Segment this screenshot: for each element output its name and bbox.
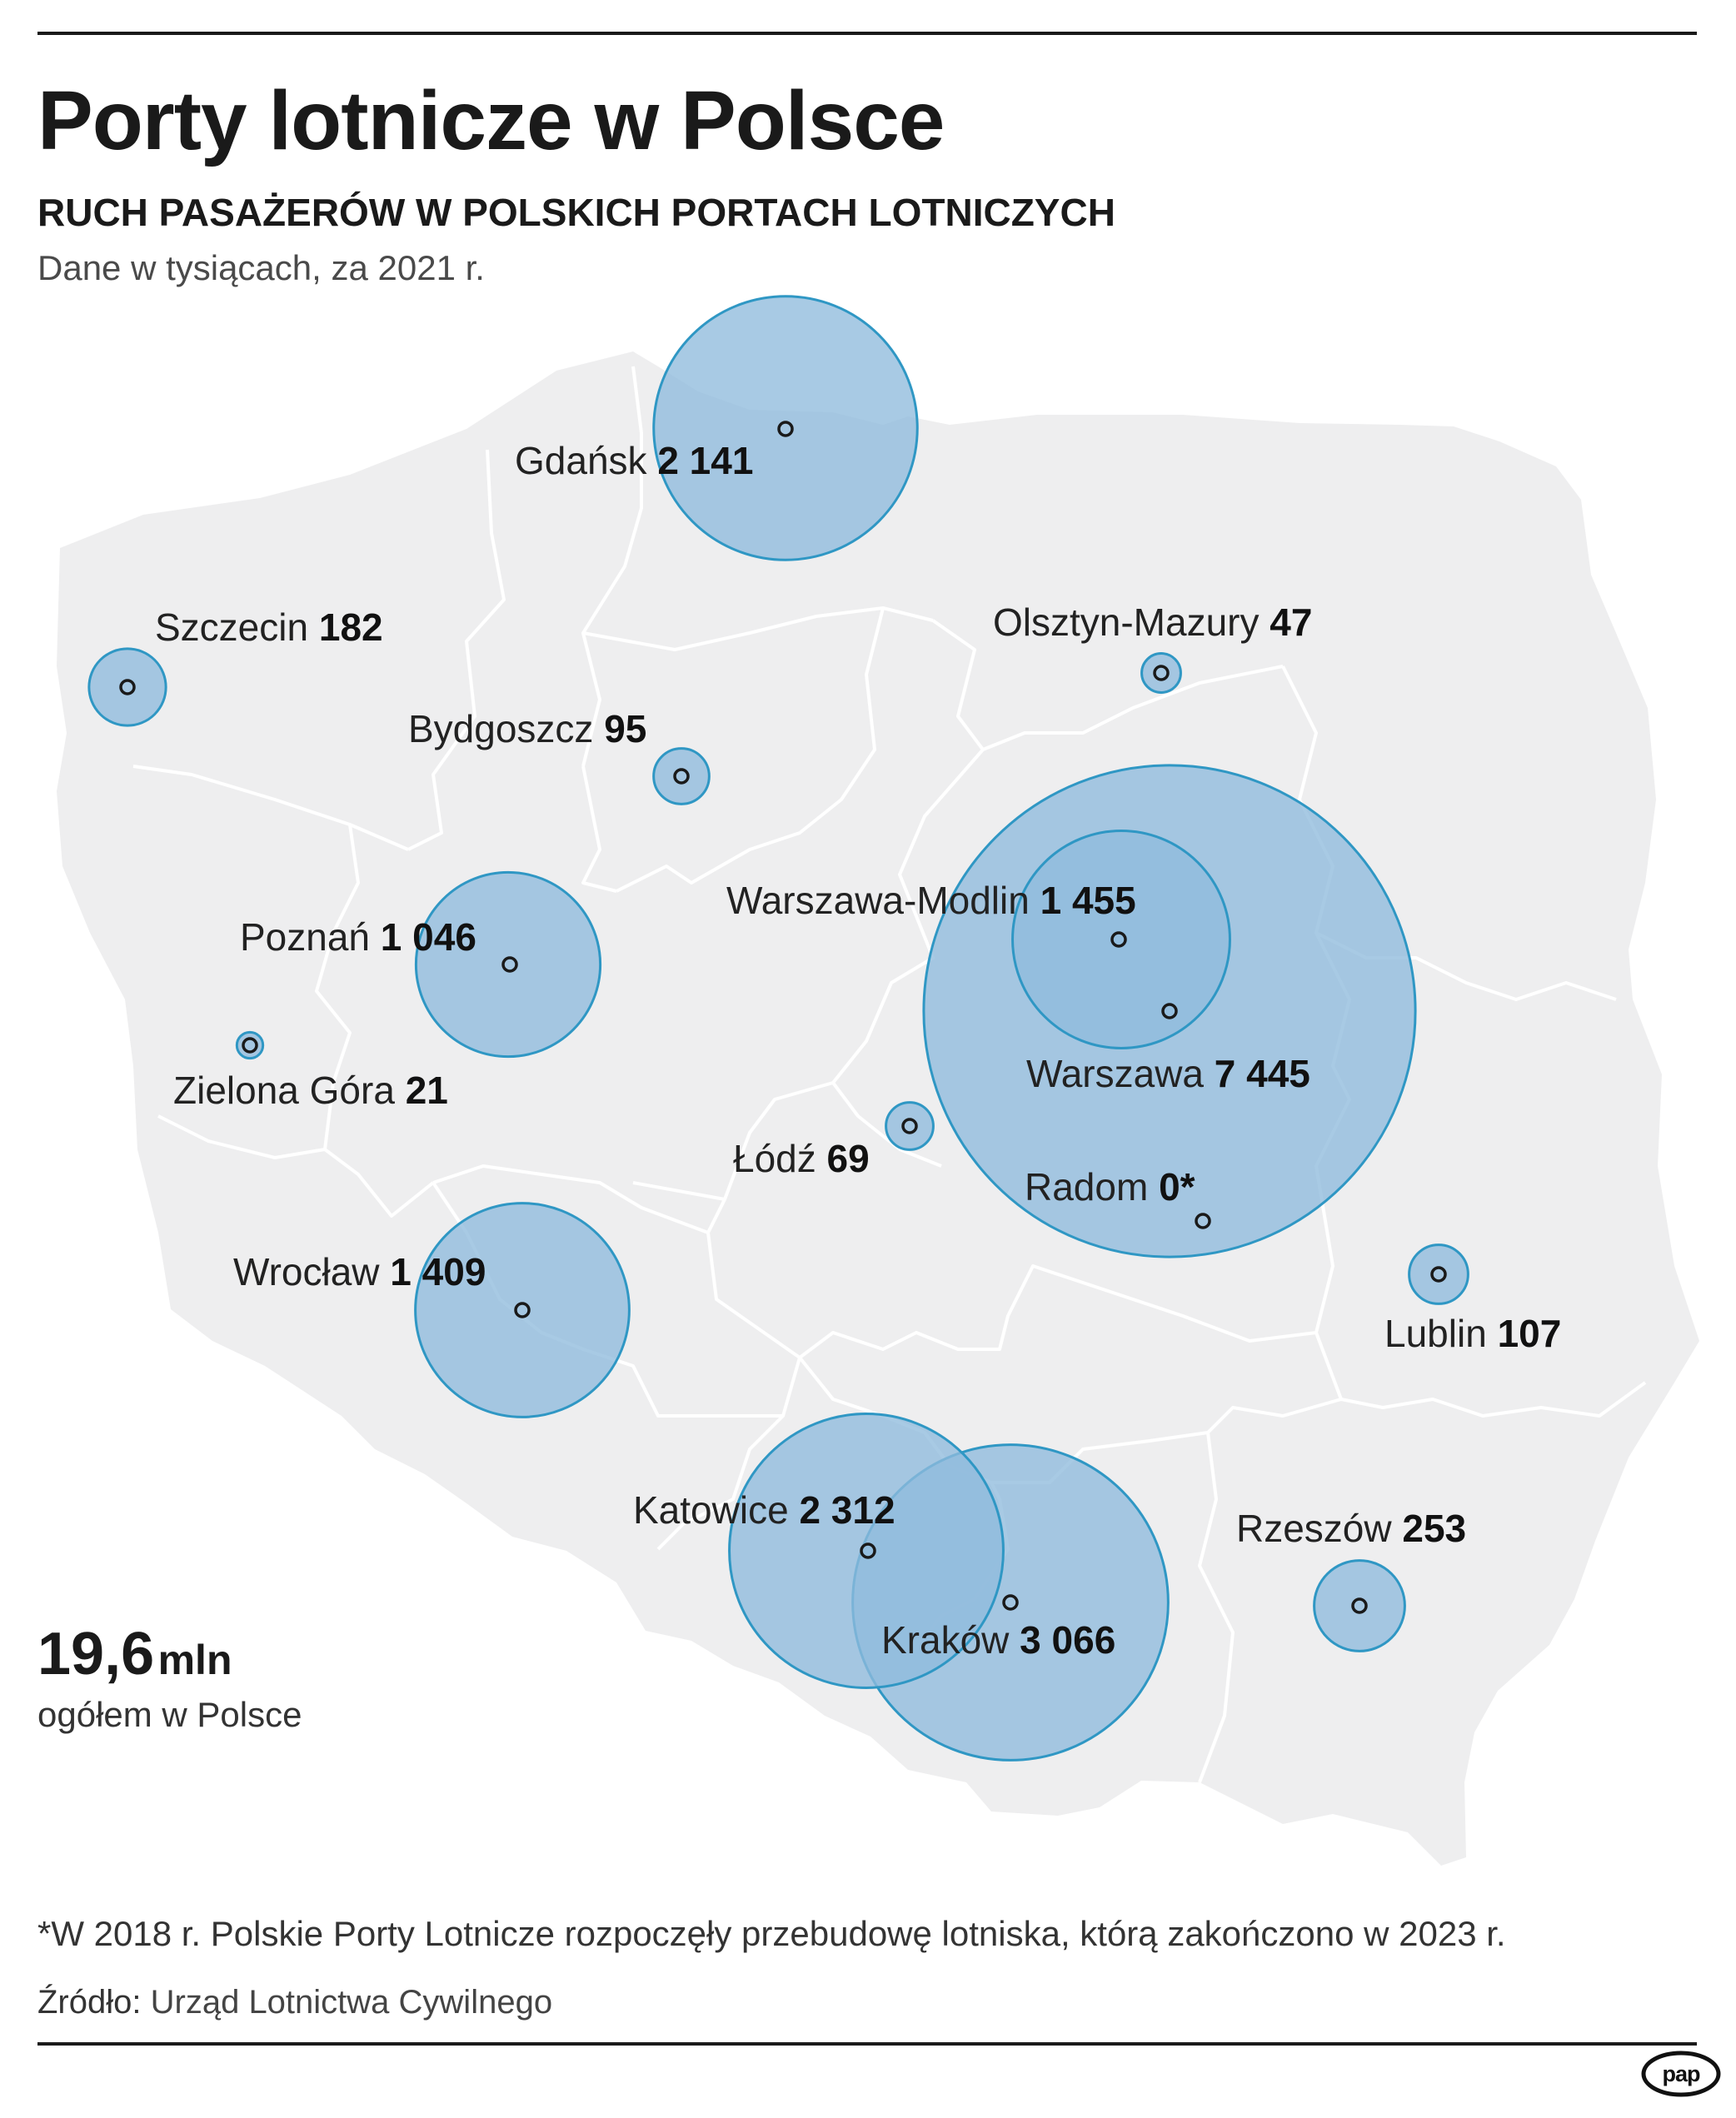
dot-lublin bbox=[1430, 1266, 1447, 1283]
circle-gdansk bbox=[652, 295, 919, 561]
source-value: Urząd Lotnictwa Cywilnego bbox=[150, 1984, 553, 2021]
airport-name-zielona: Zielona Góra bbox=[173, 1069, 395, 1112]
dot-lodz bbox=[901, 1118, 918, 1134]
dot-modlin bbox=[1110, 931, 1127, 948]
airport-value-bydgoszcz: 95 bbox=[604, 707, 647, 750]
airport-name-bydgoszcz: Bydgoszcz bbox=[408, 707, 594, 750]
label-modlin: Warszawa-Modlin 1 455 bbox=[726, 878, 1136, 923]
airport-name-lodz: Łódź bbox=[733, 1137, 816, 1180]
label-radom: Radom 0* bbox=[1025, 1164, 1195, 1209]
circle-poznan bbox=[414, 870, 602, 1059]
label-katowice: Katowice 2 312 bbox=[633, 1488, 895, 1532]
airport-value-lublin: 107 bbox=[1497, 1312, 1562, 1355]
label-olsztyn: Olsztyn-Mazury 47 bbox=[993, 600, 1312, 645]
airport-value-poznan: 1 046 bbox=[380, 915, 476, 959]
airport-value-krakow: 3 066 bbox=[1020, 1618, 1116, 1662]
airport-name-poznan: Poznań bbox=[240, 915, 371, 959]
airport-value-gdansk: 2 141 bbox=[657, 439, 754, 482]
label-poznan: Poznań 1 046 bbox=[240, 914, 476, 959]
label-gdansk: Gdańsk 2 141 bbox=[515, 438, 753, 483]
circle-modlin bbox=[1011, 830, 1231, 1049]
airport-name-krakow: Kraków bbox=[881, 1618, 1010, 1662]
airport-name-szczecin: Szczecin bbox=[155, 605, 309, 649]
dot-zielona bbox=[242, 1037, 258, 1054]
airport-value-warszawa: 7 445 bbox=[1214, 1052, 1310, 1095]
total-value: 19,6 bbox=[37, 1621, 155, 1687]
poland-land bbox=[57, 351, 1699, 1866]
airport-name-wroclaw: Wrocław bbox=[233, 1250, 380, 1293]
label-szczecin: Szczecin 182 bbox=[155, 605, 383, 650]
airport-value-olsztyn: 47 bbox=[1270, 601, 1313, 644]
airport-value-szczecin: 182 bbox=[318, 605, 383, 649]
airport-value-radom: 0* bbox=[1159, 1165, 1195, 1209]
airport-value-modlin: 1 455 bbox=[1040, 879, 1136, 922]
dot-wroclaw bbox=[514, 1302, 531, 1318]
total-passengers: 19,6 mln bbox=[37, 1620, 232, 1688]
circle-wroclaw bbox=[414, 1202, 631, 1418]
page-title: Porty lotnicze w Polsce bbox=[37, 74, 945, 167]
dot-poznan bbox=[501, 956, 518, 973]
circle-zielona bbox=[235, 1030, 265, 1060]
airport-name-radom: Radom bbox=[1025, 1165, 1149, 1209]
units-note: Dane w tysiącach, za 2021 r. bbox=[37, 248, 485, 287]
circle-lublin bbox=[1408, 1243, 1469, 1305]
airport-name-olsztyn: Olsztyn-Mazury bbox=[993, 601, 1260, 644]
dot-gdansk bbox=[777, 421, 794, 437]
dot-olsztyn bbox=[1153, 665, 1170, 681]
dot-radom bbox=[1195, 1213, 1211, 1229]
pap-logo: pap bbox=[1641, 2051, 1721, 2097]
bottom-rule bbox=[37, 2042, 1697, 2046]
label-wroclaw: Wrocław 1 409 bbox=[233, 1249, 486, 1294]
airport-value-lodz: 69 bbox=[826, 1137, 870, 1180]
circle-bydgoszcz bbox=[652, 747, 711, 805]
label-warszawa: Warszawa 7 445 bbox=[1026, 1051, 1310, 1096]
source: Źródło: Urząd Lotnictwa Cywilnego bbox=[37, 1984, 552, 2021]
airport-value-katowice: 2 312 bbox=[799, 1488, 895, 1532]
dot-bydgoszcz bbox=[673, 768, 690, 785]
airport-name-rzeszow: Rzeszów bbox=[1236, 1507, 1392, 1550]
airport-name-gdansk: Gdańsk bbox=[515, 439, 647, 482]
label-lodz: Łódź 69 bbox=[733, 1136, 870, 1181]
top-rule bbox=[37, 32, 1697, 35]
source-label: Źródło: bbox=[37, 1984, 142, 2021]
circle-rzeszow bbox=[1313, 1559, 1406, 1652]
footnote: *W 2018 r. Polskie Porty Lotnicze rozpoc… bbox=[37, 1914, 1506, 1953]
airport-value-wroclaw: 1 409 bbox=[390, 1250, 486, 1293]
circle-lodz bbox=[885, 1101, 935, 1151]
label-krakow: Kraków 3 066 bbox=[881, 1617, 1115, 1662]
dot-katowice bbox=[860, 1542, 876, 1559]
dot-warszawa bbox=[1161, 1003, 1178, 1019]
airport-name-warszawa: Warszawa bbox=[1026, 1052, 1204, 1095]
airport-name-modlin: Warszawa-Modlin bbox=[726, 879, 1030, 922]
airport-value-zielona: 21 bbox=[405, 1069, 448, 1112]
page-subtitle: RUCH PASAŻERÓW W POLSKICH PORTACH LOTNIC… bbox=[37, 191, 1115, 234]
circle-katowice bbox=[728, 1413, 1005, 1689]
airport-name-katowice: Katowice bbox=[633, 1488, 789, 1532]
total-unit: mln bbox=[157, 1637, 232, 1683]
airport-dots bbox=[119, 421, 1447, 1614]
airport-value-rzeszow: 253 bbox=[1402, 1507, 1467, 1550]
dot-krakow bbox=[1002, 1594, 1019, 1611]
label-rzeszow: Rzeszów 253 bbox=[1236, 1506, 1466, 1551]
dot-szczecin bbox=[119, 679, 136, 695]
label-zielona: Zielona Góra 21 bbox=[173, 1068, 448, 1113]
total-label: ogółem w Polsce bbox=[37, 1695, 302, 1734]
svg-text:pap: pap bbox=[1662, 2061, 1700, 2086]
dot-rzeszow bbox=[1351, 1597, 1368, 1614]
label-lublin: Lublin 107 bbox=[1384, 1311, 1561, 1356]
airport-name-lublin: Lublin bbox=[1384, 1312, 1487, 1355]
passenger-circles bbox=[87, 295, 1469, 1762]
circle-olsztyn bbox=[1140, 652, 1182, 694]
label-bydgoszcz: Bydgoszcz 95 bbox=[408, 706, 646, 751]
circle-szczecin bbox=[87, 647, 167, 727]
